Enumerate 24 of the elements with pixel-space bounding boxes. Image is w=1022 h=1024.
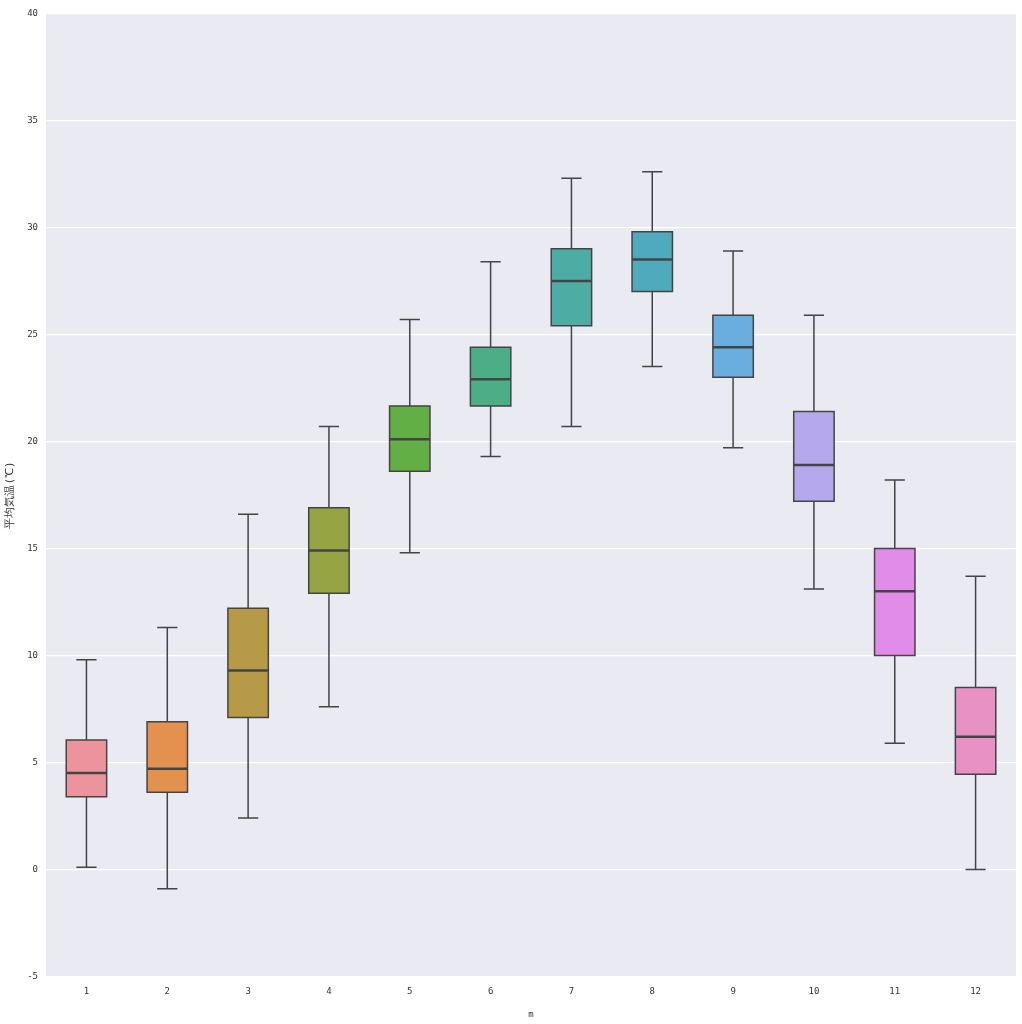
x-tick-label: 3 bbox=[245, 986, 251, 997]
y-tick-label: -5 bbox=[27, 970, 39, 981]
y-axis-title: 平均気温(℃) bbox=[3, 461, 17, 529]
y-tick-label: 20 bbox=[27, 435, 39, 446]
x-tick-label: 7 bbox=[568, 986, 575, 997]
x-tick-label: 12 bbox=[970, 986, 982, 997]
x-tick-label: 1 bbox=[83, 986, 90, 997]
x-tick-label: 11 bbox=[889, 986, 901, 997]
x-axis-title: m bbox=[528, 1008, 534, 1019]
y-tick-label: 5 bbox=[32, 756, 39, 767]
x-tick-label: 6 bbox=[487, 986, 494, 997]
y-tick-label: 40 bbox=[27, 7, 39, 18]
x-tick-label: 4 bbox=[326, 986, 332, 997]
x-tick-label: 5 bbox=[407, 986, 413, 997]
x-tick-label: 10 bbox=[808, 986, 820, 997]
y-tick-label: 30 bbox=[27, 221, 39, 232]
x-tick-label: 2 bbox=[164, 986, 170, 997]
y-tick-label: 35 bbox=[27, 114, 39, 125]
y-tick-label: 25 bbox=[27, 328, 39, 339]
x-tick-label: 8 bbox=[649, 986, 655, 997]
x-tick-label: 9 bbox=[730, 986, 736, 997]
y-tick-label: 10 bbox=[27, 649, 39, 660]
y-tick-label: 15 bbox=[27, 542, 39, 553]
y-tick-label: 0 bbox=[32, 863, 39, 874]
